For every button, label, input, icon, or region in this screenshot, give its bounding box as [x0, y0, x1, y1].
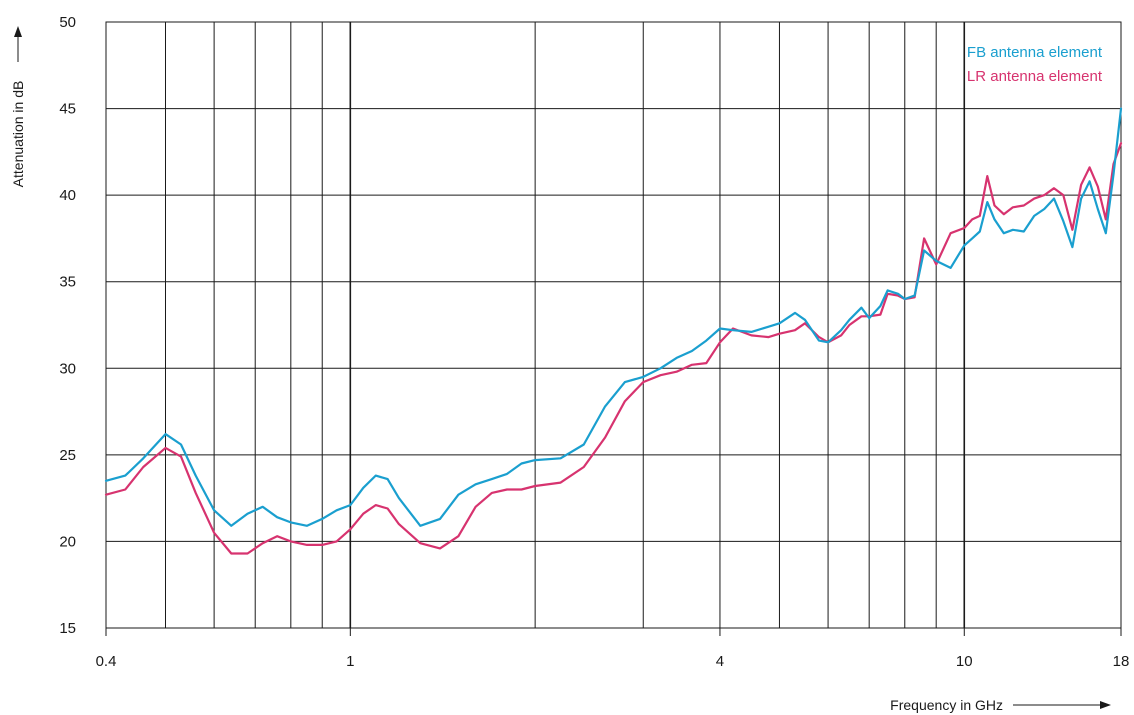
y-tick-label: 25	[59, 447, 76, 464]
y-axis-title: Attenuation in dB	[10, 81, 26, 188]
x-axis-title-arrowhead	[1100, 701, 1111, 709]
grid	[105, 21, 1122, 629]
legend-lr-antenna-element: LR antenna element	[967, 68, 1103, 85]
y-tick-label: 30	[59, 360, 76, 377]
plot-frame	[105, 21, 1122, 629]
y-tick-label: 50	[59, 14, 76, 31]
series-line-lr-antenna-element	[104, 142, 1123, 555]
x-tick-label: 0.4	[96, 653, 117, 670]
legend-fb-antenna-element: FB antenna element	[967, 44, 1103, 61]
series-line-fb-antenna-element	[104, 107, 1123, 527]
x-axis-title: Frequency in GHz	[890, 697, 1003, 713]
y-tick-label: 40	[59, 187, 76, 204]
y-tick-label: 15	[59, 620, 76, 637]
x-tick-label: 18	[1113, 653, 1130, 670]
y-tick-label: 35	[59, 274, 76, 291]
axis-titles: Frequency in GHz Attenuation in dB	[10, 26, 1111, 713]
y-axis-title-arrowhead	[14, 26, 22, 37]
axes: 15 20 25 30 35 40 45 50 0.4 1 4 10 18	[59, 14, 1129, 670]
series-lines	[104, 107, 1123, 555]
x-tick-label: 1	[346, 653, 354, 670]
x-tick-label: 4	[716, 653, 724, 670]
legend: FB antenna element LR antenna element	[967, 44, 1103, 85]
y-tick-label: 45	[59, 101, 76, 118]
x-tick-label: 10	[956, 653, 973, 670]
y-tick-label: 20	[59, 533, 76, 550]
